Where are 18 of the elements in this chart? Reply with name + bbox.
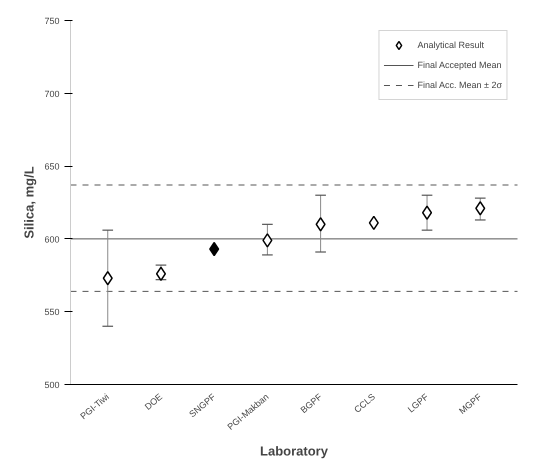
point [316, 217, 326, 232]
point [475, 201, 486, 216]
point [209, 242, 220, 256]
y-axis-title: Silica, mg/L [21, 166, 36, 239]
y-tick-label: 500 [44, 380, 60, 390]
y-tick-label: 750 [44, 16, 60, 26]
y-tick-label: 600 [44, 234, 60, 244]
y-tick-label: 550 [44, 307, 60, 318]
x-axis-title: Laboratory [260, 444, 329, 459]
y-tick-label: 650 [44, 162, 60, 172]
point [262, 233, 272, 248]
legend-label: Final Accepted Mean [417, 60, 502, 70]
legend-label: Analytical Result [417, 40, 484, 50]
y-tick-label: 700 [44, 88, 60, 99]
point [422, 205, 432, 220]
legend-label: Final Acc. Mean ± 2σ [417, 80, 502, 90]
point [368, 216, 379, 230]
point [102, 270, 113, 286]
